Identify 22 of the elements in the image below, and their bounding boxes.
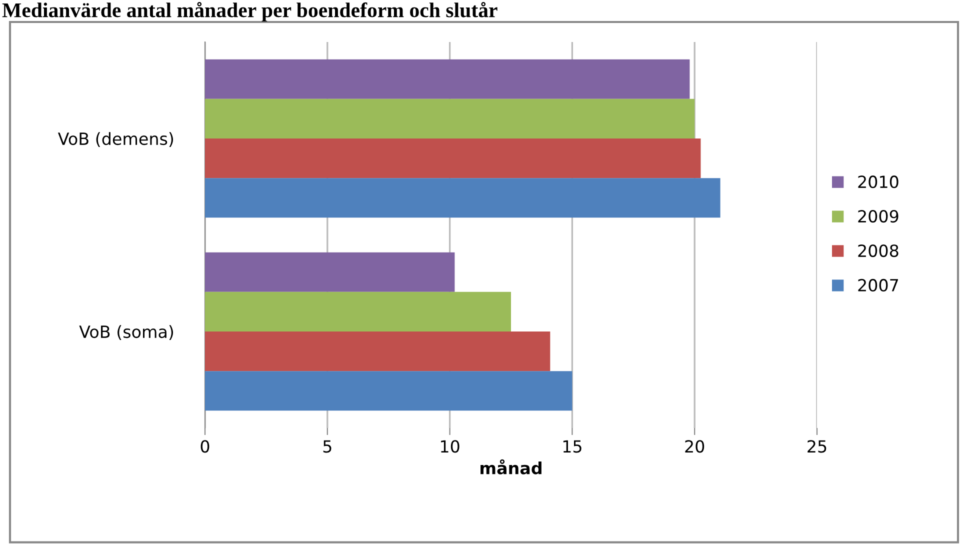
legend-label: 2009 [858,210,898,223]
legend-label: 2010 [858,176,898,188]
x-tick-label: 15 [563,440,582,453]
x-tick-label: 5 [323,440,332,453]
bar [205,292,511,332]
chart-title: Medianvärde antal månader per boendeform och slutår [2,2,498,22]
bar [205,178,720,218]
x-tick-label: 10 [441,440,460,453]
bar [205,332,550,372]
x-tick-label: 25 [808,440,826,453]
legend-label: 2008 [858,244,898,258]
bar [205,371,572,411]
x-tick-label: 0 [200,440,210,453]
y-tick-label: VoB (soma) [79,325,174,340]
legend-label: 2007 [858,278,898,292]
y-tick-label: VoB (demens) [58,132,174,148]
bar [205,98,695,138]
bar [205,59,690,99]
bar [205,252,455,292]
x-tick-label: 20 [685,440,704,453]
x-axis-title: månad [480,459,542,474]
bar [205,138,701,178]
